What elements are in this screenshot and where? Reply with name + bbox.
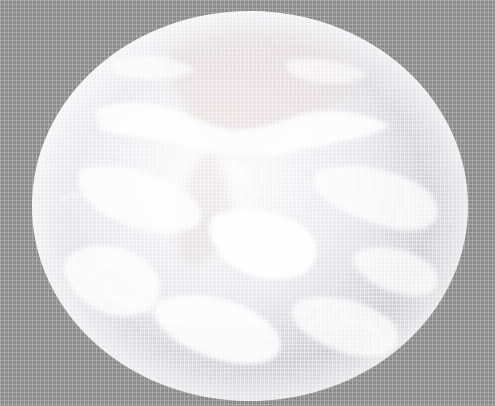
earth-illustration — [0, 0, 495, 406]
earth-image — [0, 0, 495, 406]
background-grid — [0, 0, 495, 406]
